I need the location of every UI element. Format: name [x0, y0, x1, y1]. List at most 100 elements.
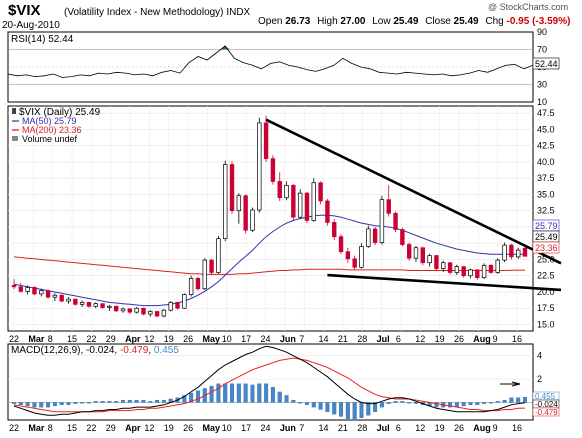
signal-line	[13, 357, 526, 413]
candle-body	[434, 255, 439, 269]
price-tick-labels: 47.545.042.540.037.535.032.530.027.525.0…	[537, 108, 555, 329]
candle-body	[195, 277, 201, 290]
macd-date-tick-label: 16	[512, 423, 522, 433]
rsi-tick-label: 90	[537, 27, 547, 37]
candle-body	[66, 298, 71, 302]
date-tick-label: May	[202, 334, 220, 344]
open-value: 26.73	[285, 16, 311, 27]
candle-body	[454, 266, 460, 273]
macd-histogram-bar	[243, 383, 248, 403]
macd-histogram-bar	[134, 399, 139, 403]
candle-body	[304, 192, 310, 221]
candle-body	[481, 264, 487, 279]
candle-body	[257, 122, 262, 211]
macd-legend-signal: -0.479	[120, 345, 149, 356]
date-tick-label: 12	[415, 334, 425, 344]
candle-body	[345, 251, 351, 260]
macd-histogram-bar	[366, 402, 371, 416]
macd-histogram-bar	[304, 402, 309, 405]
vix-legend-swatch	[12, 108, 16, 114]
candle-body	[297, 192, 303, 218]
low-label: Low	[372, 16, 391, 27]
macd-histogram-bar	[359, 402, 364, 418]
macd-date-tick-label: 14	[319, 423, 329, 433]
candle-body	[32, 287, 37, 295]
macd-histogram-bar	[155, 399, 160, 403]
date-tick-label: 10	[222, 334, 232, 344]
macd-histogram-bar	[107, 401, 112, 403]
close-label: Close	[425, 16, 451, 27]
candle-body	[59, 294, 64, 302]
trendline-upper	[265, 118, 562, 265]
candle-body	[420, 247, 425, 264]
candle-body	[114, 305, 119, 312]
macd-line	[13, 345, 526, 416]
rsi-legend: RSI(14) 52.44	[11, 34, 74, 45]
date-tick-label: Aug	[473, 334, 491, 344]
candle-body	[488, 264, 494, 273]
rsi-grid	[8, 49, 533, 85]
macd-date-tick-label: 21	[338, 423, 348, 433]
candle-body	[45, 290, 51, 298]
date-tick-label: Mar	[28, 334, 45, 344]
price-panel: 47.545.042.540.037.535.032.530.027.525.0…	[7, 105, 562, 344]
macd-histogram-bar	[86, 402, 91, 404]
rsi-tick-label: 10	[537, 97, 547, 107]
candle-body	[311, 182, 316, 221]
macd-histogram-bar	[386, 402, 391, 404]
price-tick-label: 17.5	[537, 303, 555, 313]
chart-index-name: (Volatility Index - New Methodology) IND…	[64, 7, 250, 18]
date-tick-label: 28	[357, 334, 367, 344]
vix-legend: $VIX (Daily) 25.49	[19, 107, 101, 118]
candle-body	[284, 184, 289, 199]
macd-histogram-bar	[475, 402, 480, 405]
candle-body	[223, 164, 228, 240]
price-tick-label: 45.0	[537, 124, 555, 134]
ma200-last-value: 23.36	[535, 243, 558, 253]
macd-histogram-bar	[488, 402, 493, 404]
candle-body	[495, 259, 500, 273]
macd-histogram-bar	[291, 399, 296, 403]
price-tick-label: 42.5	[537, 141, 555, 151]
volume-legend: Volume undef	[22, 134, 78, 144]
candle-body	[461, 266, 466, 277]
candle-body	[332, 222, 337, 238]
macd-date-tick-label: 24	[261, 423, 271, 433]
macd-date-tick-label: 29	[106, 423, 116, 433]
macd-legend-prefix: MACD(12,26,9)	[11, 345, 80, 356]
candle-body	[468, 269, 473, 277]
candle-body	[400, 229, 405, 245]
candle-body	[175, 302, 180, 309]
candle-body	[127, 308, 133, 313]
macd-date-tick-label: 17	[241, 423, 251, 433]
candle-body	[413, 247, 419, 259]
candle-body	[427, 255, 432, 264]
macd-date-tick-label: Jul	[377, 423, 390, 433]
candle-body	[236, 195, 242, 212]
macd-legend-sep-1: ,	[80, 345, 86, 356]
rsi-series	[7, 45, 534, 78]
macd-histogram-bar	[32, 402, 37, 408]
rsi-line	[7, 45, 534, 78]
macd-histogram-bar	[509, 397, 514, 403]
candle-body	[79, 302, 85, 305]
ma50-path	[13, 214, 525, 307]
signal-last-value: -0.479	[535, 408, 558, 417]
date-tick-label: 14	[319, 334, 329, 344]
candle-body	[141, 307, 146, 315]
macd-date-tick-label: 26	[454, 423, 464, 433]
candle-body	[25, 287, 30, 292]
ma200-path	[13, 256, 525, 275]
macd-histogram-bar	[264, 383, 269, 403]
candle-body	[188, 277, 194, 295]
macd-date-tick-label: 15	[67, 423, 77, 433]
macd-histogram-bar	[523, 396, 527, 403]
date-tick-label: 19	[435, 334, 445, 344]
date-tick-label: Jul	[377, 334, 390, 344]
macd-date-tick-label: Apr	[125, 423, 141, 433]
date-tick-label: 7	[299, 334, 304, 344]
candle-body	[291, 184, 296, 218]
candle-body	[229, 164, 235, 212]
candle-body	[182, 294, 187, 309]
candle-body	[475, 269, 480, 279]
